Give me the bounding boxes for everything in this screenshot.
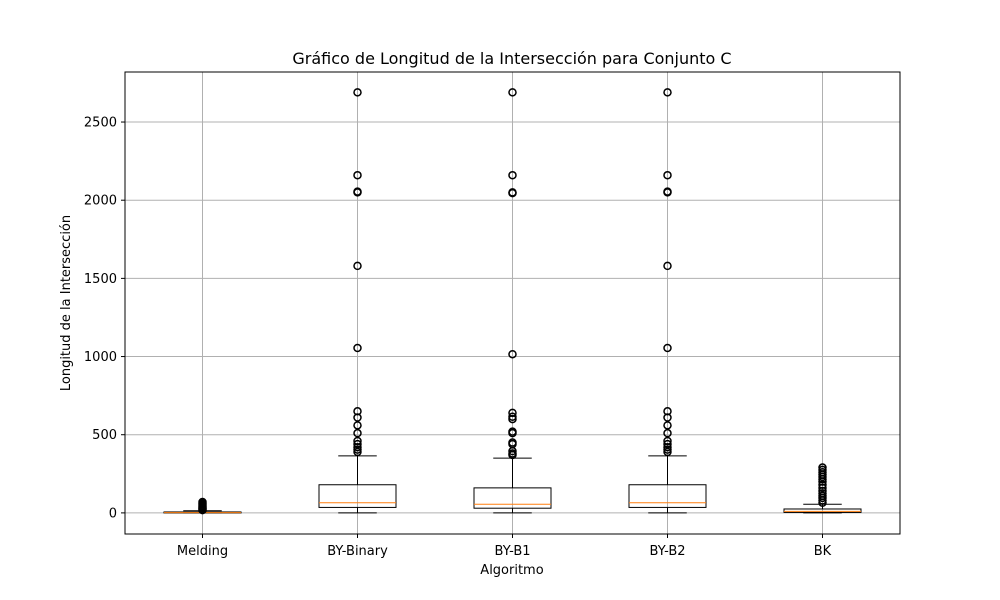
outlier-point	[353, 436, 362, 446]
x-tick-label: BY-B1	[494, 544, 530, 559]
outlier-point	[663, 436, 672, 446]
outlier-point	[353, 170, 362, 180]
x-tick-label: BY-B2	[649, 544, 685, 559]
x-axis-label: Algoritmo	[480, 563, 543, 578]
outlier-point	[663, 187, 672, 196]
outlier-point	[818, 463, 827, 472]
outlier-point	[508, 408, 517, 418]
x-tick-label: Melding	[177, 544, 228, 559]
outlier-point	[353, 343, 362, 353]
axis-ticks: 0 500 1000 1500 2000 2500 Melding BY-Binary BY-B…	[84, 116, 832, 559]
outlier-point	[353, 421, 362, 430]
outlier-point	[353, 88, 362, 97]
outlier-point	[508, 88, 517, 97]
outlier-point	[663, 407, 672, 416]
box-group-by-b2	[628, 88, 707, 514]
y-tick-label: 2000	[84, 194, 117, 209]
y-tick-label: 500	[92, 428, 117, 443]
box-group-by-binary	[318, 88, 397, 514]
outlier-point	[663, 343, 672, 353]
outlier-point	[353, 439, 362, 449]
iqr-box	[628, 484, 707, 508]
outlier-point	[353, 428, 362, 438]
outlier-point	[663, 439, 672, 449]
outlier-point	[818, 480, 827, 490]
outlier-point	[663, 428, 672, 438]
x-tick-label: BY-Binary	[327, 544, 388, 559]
box-group-melding	[163, 497, 242, 515]
outlier-point	[353, 407, 362, 416]
outlier-point	[663, 170, 672, 180]
iqr-box	[783, 508, 862, 513]
outlier-point	[508, 170, 517, 180]
x-tick-label: BK	[814, 544, 832, 559]
y-tick-label: 1000	[84, 350, 117, 365]
outlier-point	[663, 421, 672, 430]
iqr-box	[473, 487, 552, 509]
y-tick-label: 1500	[84, 272, 117, 287]
outlier-point	[353, 261, 362, 271]
iqr-box	[318, 484, 397, 508]
outlier-point	[663, 261, 672, 271]
outlier-point	[508, 427, 517, 436]
outlier-point	[663, 88, 672, 97]
y-axis-label: Longitud de la Intersección	[59, 215, 74, 391]
outlier-point	[508, 412, 517, 421]
outlier-point	[353, 187, 362, 196]
y-tick-label: 2500	[84, 116, 117, 131]
outlier-point	[198, 497, 207, 507]
y-tick-label: 0	[109, 506, 117, 521]
outlier-point	[508, 438, 517, 447]
box-group-bk	[783, 463, 862, 514]
outlier-point	[508, 188, 517, 197]
box-group-by-b1	[473, 88, 552, 514]
box-plots	[163, 88, 862, 515]
outlier-point	[508, 349, 517, 359]
chart-title: Gráfico de Longitud de la Intersección p…	[292, 49, 731, 68]
